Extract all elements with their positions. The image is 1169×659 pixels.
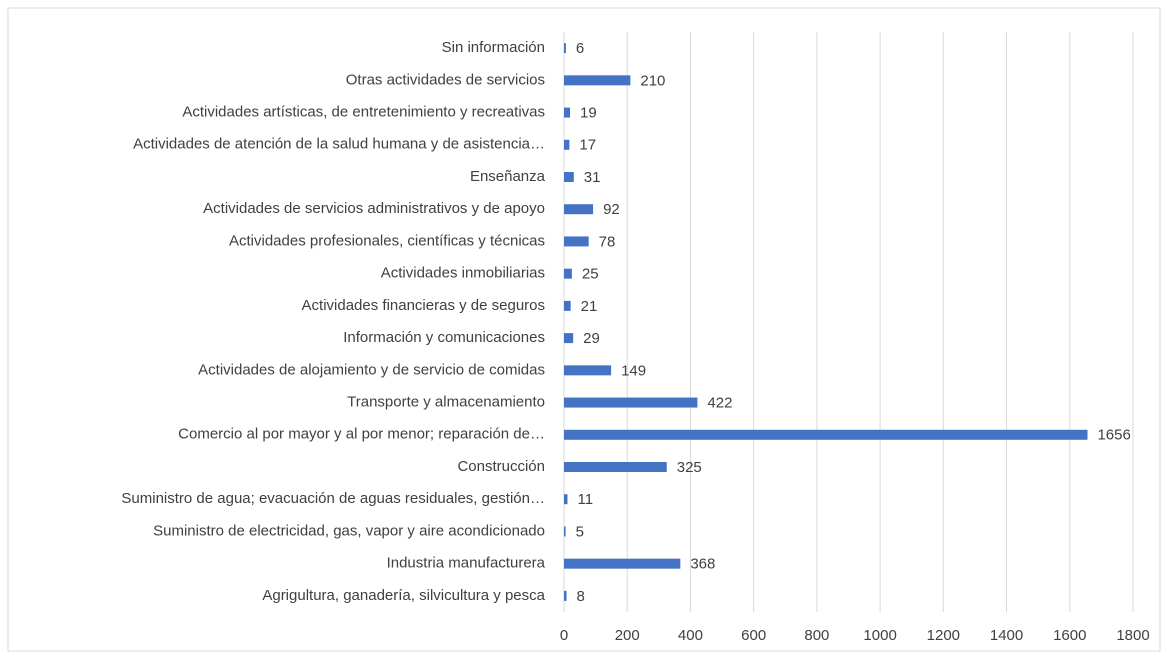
data-label: 31	[584, 169, 601, 186]
x-tick-label: 0	[560, 627, 568, 644]
data-label: 368	[690, 556, 715, 573]
x-tick-label: 200	[615, 627, 640, 644]
x-tick-label: 1400	[990, 627, 1023, 644]
x-tick-label: 400	[678, 627, 703, 644]
y-tick-label: Actividades de alojamiento y de servicio…	[198, 361, 545, 378]
data-label: 1656	[1097, 427, 1130, 444]
data-label: 6	[576, 40, 584, 57]
bar	[564, 397, 698, 408]
bar	[564, 462, 667, 472]
bar	[564, 526, 566, 537]
bar	[564, 333, 574, 344]
data-label: 11	[577, 491, 593, 508]
data-label: 422	[707, 395, 732, 412]
bar	[564, 236, 589, 247]
bar	[564, 43, 566, 54]
data-label: 21	[581, 298, 598, 315]
y-tick-label: Otras actividades de servicios	[346, 71, 545, 88]
x-tick-label: 800	[804, 627, 829, 644]
data-label: 17	[579, 137, 596, 154]
chart-frame	[7, 7, 1161, 652]
y-tick-label: Agrigultura, ganadería, silvicultura y p…	[262, 587, 545, 604]
bar	[564, 300, 571, 311]
data-label: 25	[582, 266, 599, 283]
y-tick-label: Comercio al por mayor y al por menor; re…	[178, 426, 545, 443]
bar	[564, 172, 574, 182]
y-tick-label: Actividades artísticas, de entretenimien…	[182, 104, 545, 121]
bar	[564, 107, 571, 118]
y-tick-label: Transporte y almacenamiento	[347, 394, 545, 411]
bar	[564, 139, 570, 150]
bar	[564, 429, 1088, 440]
y-tick-label: Actividades de atención de la salud huma…	[133, 136, 545, 153]
y-tick-label: Actividades de servicios administrativos…	[203, 200, 545, 217]
y-tick-label: Sin información	[442, 39, 545, 56]
bar	[564, 268, 572, 279]
data-label: 210	[640, 72, 665, 89]
bar	[564, 590, 567, 601]
y-tick-label: Construcción	[457, 458, 545, 475]
bar	[564, 494, 568, 505]
data-label: 19	[580, 105, 597, 122]
bar	[564, 365, 612, 376]
data-label: 8	[577, 588, 585, 605]
y-tick-label: Actividades profesionales, científicas y…	[229, 232, 545, 249]
x-tick-label: 1000	[863, 627, 896, 644]
x-tick-label: 1200	[927, 627, 960, 644]
data-label: 92	[603, 201, 620, 218]
y-tick-label: Actividades financieras y de seguros	[302, 297, 545, 314]
data-label: 78	[599, 233, 616, 250]
y-tick-label: Actividades inmobiliarias	[381, 265, 545, 282]
y-tick-label: Suministro de agua; evacuación de aguas …	[121, 490, 545, 507]
y-tick-label: Industria manufacturera	[387, 555, 546, 572]
bar	[564, 204, 594, 215]
data-label: 325	[677, 459, 702, 476]
bar	[564, 75, 631, 86]
y-tick-label: Suministro de electricidad, gas, vapor y…	[153, 522, 545, 539]
data-label: 5	[576, 523, 584, 540]
data-label: 29	[583, 330, 600, 347]
data-label: 149	[621, 362, 646, 379]
bar	[564, 558, 681, 569]
x-tick-label: 600	[741, 627, 766, 644]
x-tick-label: 1800	[1116, 627, 1149, 644]
y-tick-label: Información y comunicaciones	[343, 329, 545, 346]
x-tick-label: 1600	[1053, 627, 1086, 644]
y-tick-label: Enseñanza	[470, 168, 546, 185]
